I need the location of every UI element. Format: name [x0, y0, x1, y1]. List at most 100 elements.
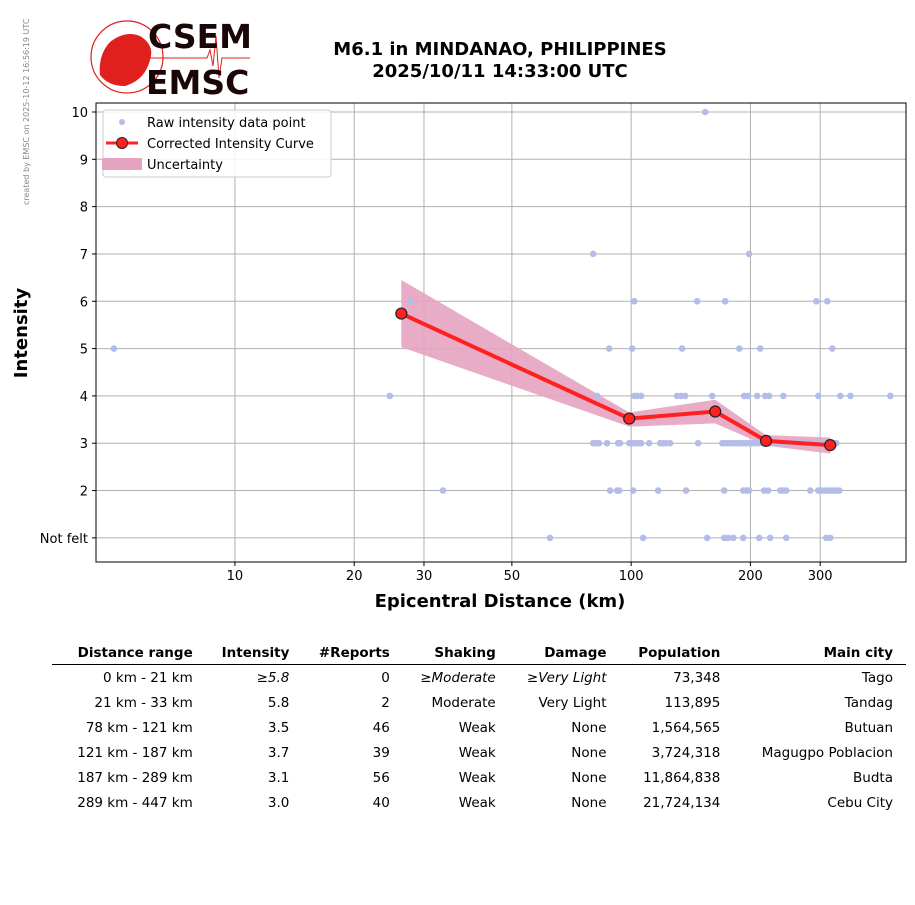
cell-damage: None [571, 769, 607, 786]
cell-shaking: Weak [458, 794, 496, 811]
raw-data-point [589, 250, 597, 258]
raw-data-point [666, 439, 674, 447]
raw-data-point [837, 392, 844, 400]
raw-data-point [639, 534, 647, 542]
table-row: 187 km - 289 km 3.1 56 Weak None 11,864,838 Bu… [52, 765, 906, 790]
curve-point [759, 434, 773, 447]
legend-band-label: Uncertainty [147, 158, 223, 173]
cell-damage: None [571, 744, 607, 761]
raw-data-point [708, 392, 716, 400]
cell-damage: ≥Very Light [526, 669, 607, 686]
column-header: Shaking [402, 641, 509, 665]
curve-point [709, 405, 722, 418]
x-tick-label: 50 [504, 569, 521, 584]
table-row: 21 km - 33 km 5.8 2 Moderate Very Light 113,8… [52, 690, 906, 715]
cell-reports: 46 [372, 719, 390, 736]
legend-raw-marker [119, 119, 125, 125]
raw-data-point [724, 534, 732, 542]
legend: Raw intensity data point Corrected Inten… [102, 109, 332, 178]
cell-reports: 39 [372, 744, 390, 761]
x-axis-label: Epicentral Distance (km) [375, 591, 626, 612]
column-header: Damage [508, 641, 620, 665]
y-tick-label: Not felt [40, 532, 88, 547]
raw-data-point [605, 345, 613, 352]
raw-data-point [603, 439, 611, 447]
cell-reports: 2 [381, 694, 390, 711]
legend-band-swatch [102, 158, 142, 170]
raw-data-point [729, 534, 737, 542]
raw-data-point [678, 345, 686, 352]
cell-shaking: Weak [458, 719, 496, 736]
raw-data-point [110, 345, 118, 352]
plot-frame [95, 102, 907, 563]
column-header: Main city [733, 641, 906, 665]
column-header: Population [619, 641, 734, 665]
raw-data-point [721, 297, 729, 305]
raw-data-point [829, 345, 836, 352]
raw-data-point [753, 392, 761, 400]
cell-intensity: 3.7 [267, 744, 290, 761]
chart-title-line2: 2025/10/11 14:33:00 UTC [372, 61, 628, 82]
y-tick-label: 4 [80, 390, 88, 405]
cell-reports: 0 [381, 669, 390, 686]
cell-population: 21,724,134 [643, 794, 721, 811]
y-tick-label: 2 [80, 485, 88, 500]
column-header: Distance range [52, 641, 206, 665]
column-header: #Reports [302, 641, 403, 665]
raw-data-point [766, 534, 774, 542]
cell-city: Butuan [844, 719, 894, 736]
raw-data-point [703, 534, 711, 542]
raw-data-point [836, 487, 843, 494]
curve-point [623, 412, 636, 425]
y-tick-label: 7 [80, 248, 88, 263]
cell-range: 78 km - 121 km [85, 719, 193, 736]
raw-data-point [616, 439, 624, 447]
raw-data-point [756, 345, 764, 352]
chart-title-line1: M6.1 in MINDANAO, PHILIPPINES [333, 39, 666, 60]
raw-data-point [812, 297, 820, 305]
raw-data-point [637, 392, 645, 400]
raw-data-point [745, 487, 753, 494]
raw-data-point [645, 439, 653, 447]
raw-data-point [847, 392, 854, 400]
uncertainty-band [401, 279, 831, 454]
x-tick-label: 10 [227, 569, 244, 584]
raw-data-point [701, 108, 709, 116]
logo-csem: CSEM [148, 17, 252, 56]
raw-data-point [629, 487, 637, 494]
cell-city: Magugpo Poblacion [761, 744, 893, 761]
table-row: 121 km - 187 km 3.7 39 Weak None 3,724,318 Mag… [52, 740, 906, 765]
cell-population: 113,895 [664, 694, 721, 711]
raw-data-point [827, 534, 834, 542]
raw-data-point [736, 345, 743, 352]
cell-intensity: 3.1 [267, 769, 290, 786]
cell-city: Tago [861, 669, 893, 686]
column-header: Intensity [205, 641, 303, 665]
cell-range: 289 km - 447 km [77, 794, 193, 811]
intensity-chart: CSEM EMSC M6.1 in MINDANAO, PHILIPPINES … [11, 17, 907, 612]
intensity-table: Distance range Intensity #Reports Shaking Da… [52, 641, 906, 815]
curve-point [395, 307, 408, 320]
cell-city: Budta [853, 769, 893, 786]
raw-data-point [628, 345, 636, 352]
y-tick-label: 8 [80, 201, 88, 216]
raw-data-point [654, 487, 662, 494]
raw-data-point [823, 297, 831, 305]
raw-data-point [593, 392, 601, 400]
raw-data-point [693, 297, 701, 305]
raw-data-point [782, 534, 790, 542]
cell-range: 121 km - 187 km [77, 744, 193, 761]
raw-data-point [782, 487, 790, 494]
cell-range: 0 km - 21 km [103, 669, 193, 686]
cell-population: 1,564,565 [651, 719, 721, 736]
cell-range: 21 km - 33 km [94, 694, 193, 711]
raw-data-point [439, 487, 447, 494]
x-tick-label: 30 [416, 569, 433, 584]
y-tick-label: 9 [80, 153, 88, 168]
cell-population: 3,724,318 [651, 744, 721, 761]
cell-damage: Very Light [538, 694, 607, 711]
raw-data-point [887, 392, 894, 400]
cell-intensity: 3.0 [267, 794, 290, 811]
raw-data-point [814, 392, 822, 400]
raw-data-point [637, 439, 645, 447]
